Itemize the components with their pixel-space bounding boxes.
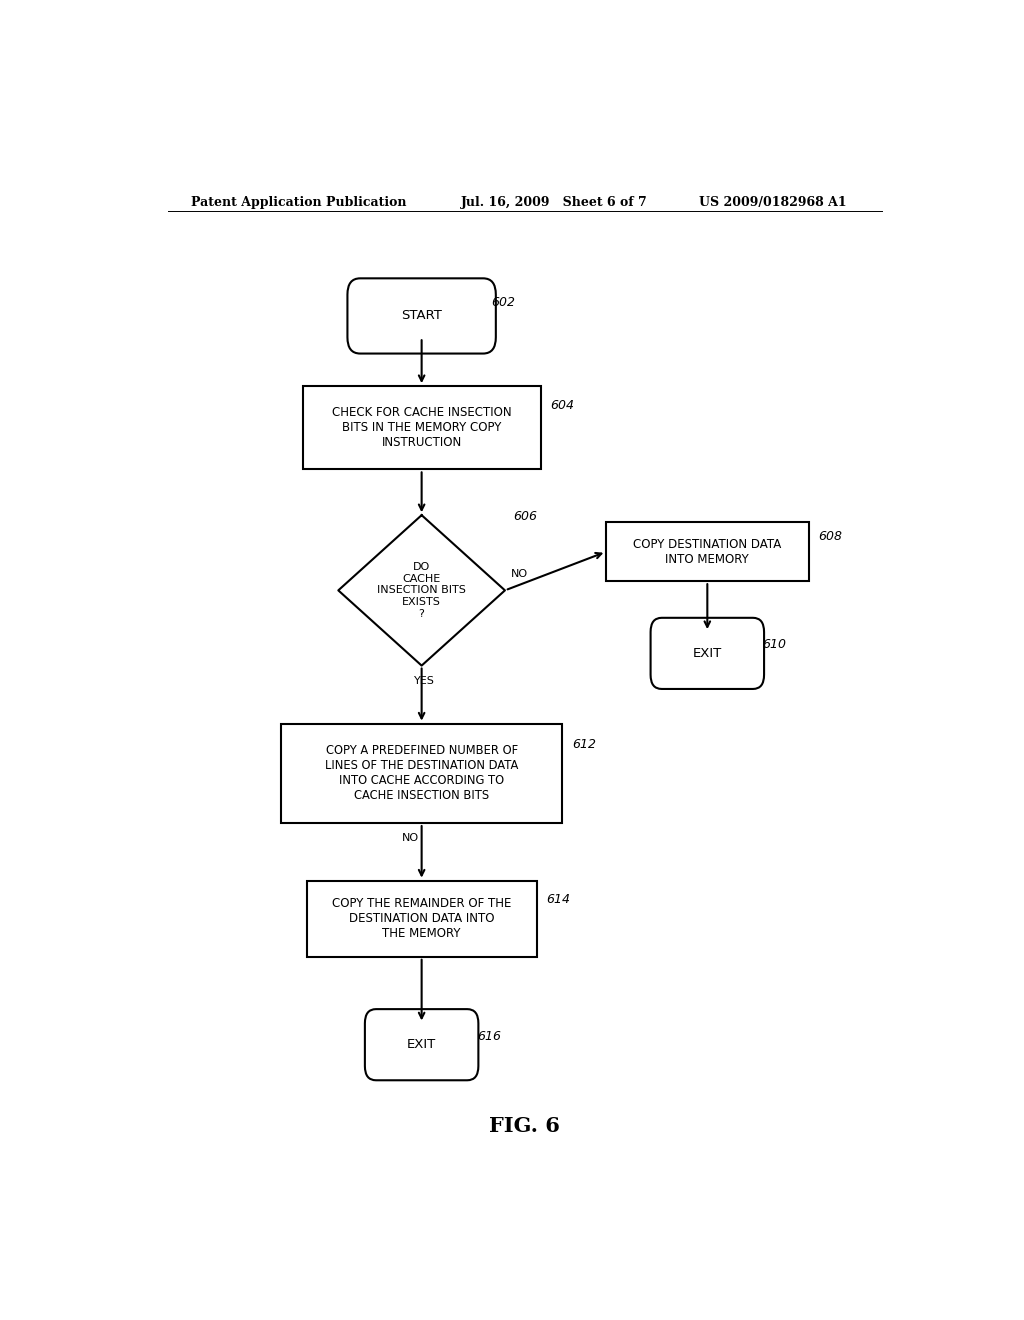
Text: YES: YES xyxy=(414,676,434,686)
Text: FIG. 6: FIG. 6 xyxy=(489,1115,560,1137)
Text: 610: 610 xyxy=(763,639,786,651)
Text: 616: 616 xyxy=(477,1030,501,1043)
Text: 612: 612 xyxy=(572,738,596,751)
Text: COPY A PREDEFINED NUMBER OF
LINES OF THE DESTINATION DATA
INTO CACHE ACCORDING T: COPY A PREDEFINED NUMBER OF LINES OF THE… xyxy=(325,744,518,803)
Text: Jul. 16, 2009   Sheet 6 of 7: Jul. 16, 2009 Sheet 6 of 7 xyxy=(461,195,648,209)
Text: DO
CACHE
INSECTION BITS
EXISTS
?: DO CACHE INSECTION BITS EXISTS ? xyxy=(377,562,466,619)
Text: 614: 614 xyxy=(546,894,570,907)
Text: Patent Application Publication: Patent Application Publication xyxy=(191,195,407,209)
Text: EXIT: EXIT xyxy=(407,1039,436,1051)
Text: US 2009/0182968 A1: US 2009/0182968 A1 xyxy=(699,195,847,209)
Text: COPY DESTINATION DATA
INTO MEMORY: COPY DESTINATION DATA INTO MEMORY xyxy=(633,537,781,566)
Bar xyxy=(306,880,537,957)
Text: COPY THE REMAINDER OF THE
DESTINATION DATA INTO
THE MEMORY: COPY THE REMAINDER OF THE DESTINATION DA… xyxy=(332,898,511,940)
Text: NO: NO xyxy=(511,569,528,579)
Text: CHECK FOR CACHE INSECTION
BITS IN THE MEMORY COPY
INSTRUCTION: CHECK FOR CACHE INSECTION BITS IN THE ME… xyxy=(332,407,511,449)
Text: EXIT: EXIT xyxy=(692,647,722,660)
FancyBboxPatch shape xyxy=(650,618,764,689)
Bar xyxy=(606,523,809,581)
Text: 608: 608 xyxy=(818,529,842,543)
Bar xyxy=(303,385,541,470)
Text: NO: NO xyxy=(401,833,419,843)
Text: 602: 602 xyxy=(492,296,515,309)
Bar xyxy=(281,723,562,824)
Text: 606: 606 xyxy=(513,511,537,523)
Text: 604: 604 xyxy=(550,400,574,412)
Text: START: START xyxy=(401,309,442,322)
FancyBboxPatch shape xyxy=(347,279,496,354)
FancyBboxPatch shape xyxy=(365,1008,478,1080)
